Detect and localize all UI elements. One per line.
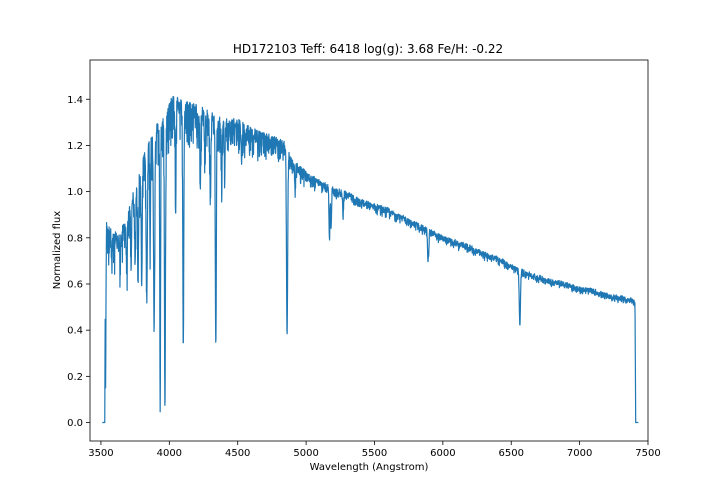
plot-frame bbox=[89, 59, 649, 442]
y-tick-label: 1.2 bbox=[67, 141, 83, 152]
plot-area bbox=[89, 59, 649, 442]
y-tick-label: 0.8 bbox=[67, 233, 83, 244]
x-tick-label: 6000 bbox=[430, 448, 455, 459]
chart-title: HD172103 Teff: 6418 log(g): 3.68 Fe/H: -… bbox=[233, 42, 503, 56]
x-tick-label: 4000 bbox=[157, 448, 182, 459]
y-tick-label: 0.0 bbox=[67, 418, 83, 429]
y-tick-label: 0.2 bbox=[67, 372, 83, 383]
x-tick-label: 5000 bbox=[293, 448, 318, 459]
x-tick-label: 6500 bbox=[499, 448, 524, 459]
x-tick-label: 3500 bbox=[88, 448, 113, 459]
x-tick-label: 7000 bbox=[567, 448, 592, 459]
y-tick-label: 0.6 bbox=[67, 279, 83, 290]
y-tick-label: 1.4 bbox=[67, 95, 83, 106]
x-tick-label: 4500 bbox=[225, 448, 250, 459]
y-tick-label: 0.4 bbox=[67, 326, 83, 337]
x-axis: 3500 4000 4500 5000 5500 6000 6500 7000 7500 bbox=[88, 441, 661, 459]
spectrum-series-line bbox=[101, 95, 639, 424]
x-axis-label: Wavelength (Angstrom) bbox=[310, 462, 429, 473]
y-axis-label: Normalized flux bbox=[52, 211, 63, 290]
y-tick-label: 1.0 bbox=[67, 187, 83, 198]
y-axis: 0.0 0.2 0.4 0.6 0.8 1.0 1.2 1.4 bbox=[67, 95, 90, 429]
x-tick-label: 7500 bbox=[635, 448, 660, 459]
x-tick-label: 5500 bbox=[362, 448, 387, 459]
